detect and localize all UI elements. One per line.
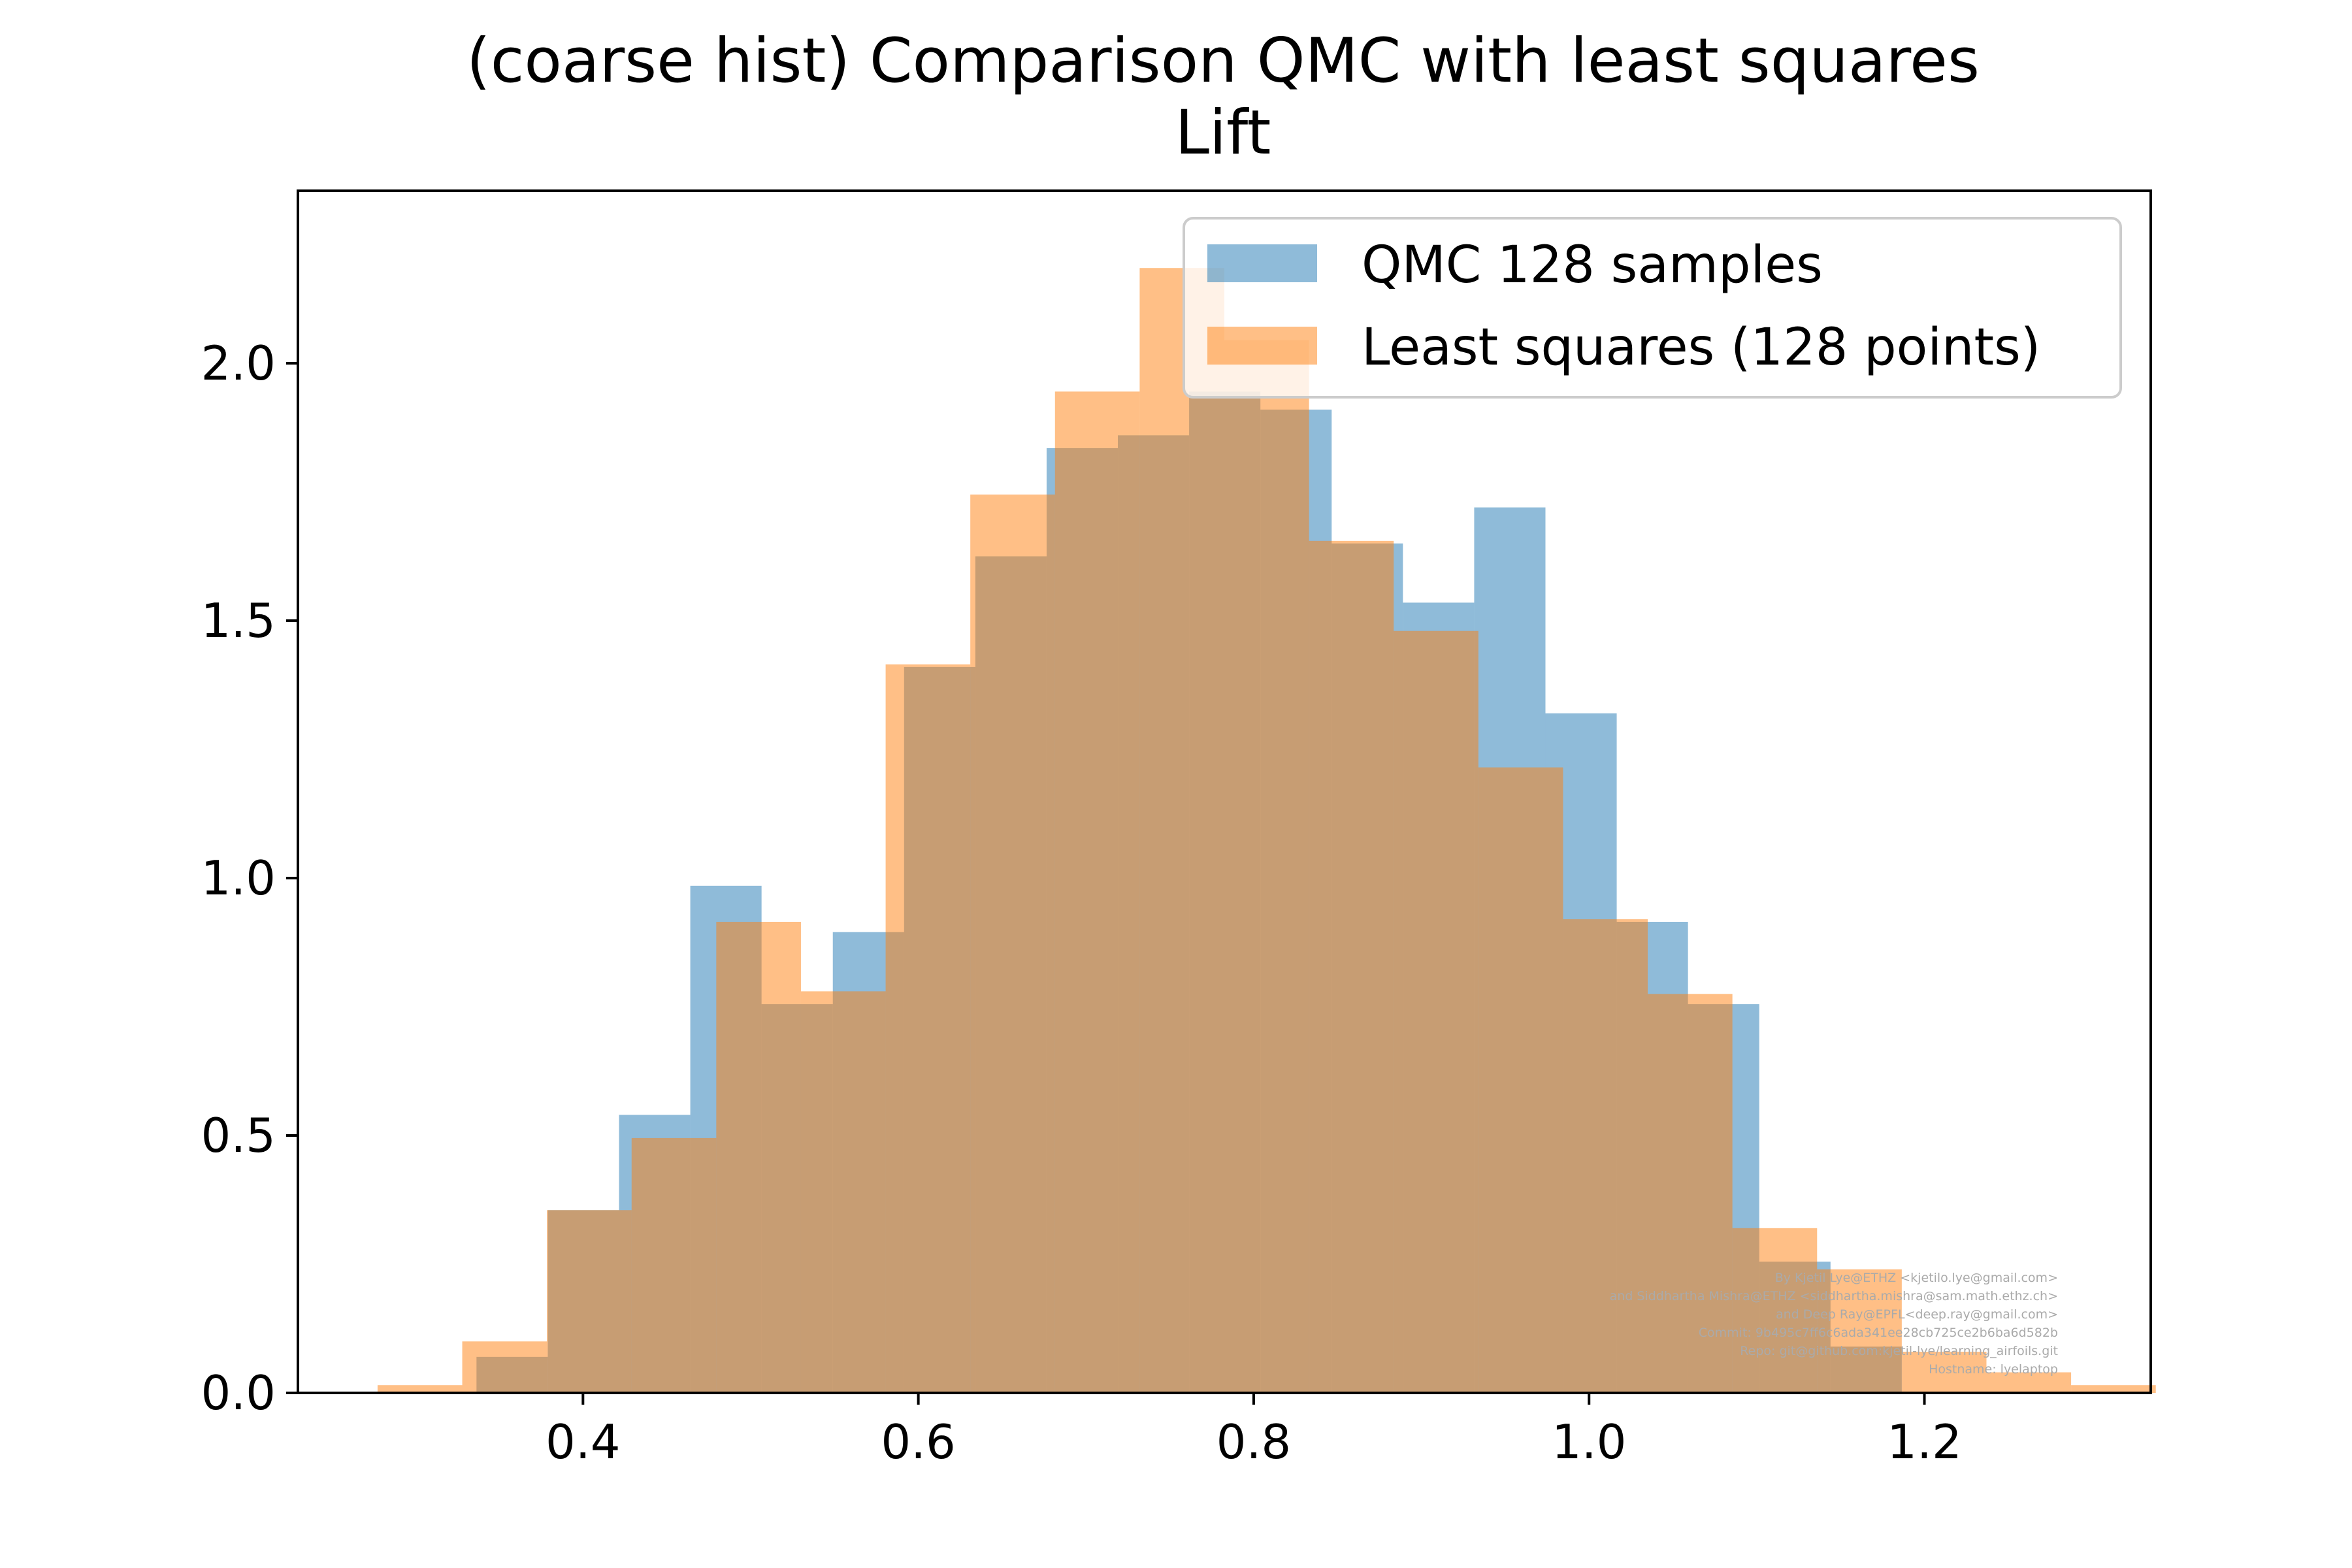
least-squares-bar [800, 991, 886, 1393]
legend-box [1183, 217, 2122, 399]
chart-subtitle: Lift [1175, 97, 1271, 169]
least-squares-bar [1732, 1228, 1818, 1393]
least-squares-bar [1478, 767, 1563, 1393]
x-tick-label: 1.0 [1552, 1414, 1627, 1469]
y-tick-label: 2.0 [201, 336, 276, 391]
legend-label-qmc: QMC 128 samples [1362, 236, 1823, 295]
least-squares-bar [377, 1385, 463, 1393]
x-tick-label: 0.6 [881, 1414, 956, 1469]
least-squares-bar [1817, 1269, 1902, 1393]
least-squares-bar [547, 1210, 632, 1393]
x-axis: 0.4 0.6 0.8 1.0 1.2 [546, 1393, 1962, 1469]
legend-swatch-qmc [1207, 244, 1317, 282]
x-tick-label: 0.4 [546, 1414, 621, 1469]
least-squares-bar [716, 921, 801, 1393]
watermark-line: Commit: 9b495c7ff6c6ada341ee28cb725ce2b6… [1699, 1326, 2058, 1340]
legend-label-least-squares: Least squares (128 points) [1362, 318, 2040, 377]
least-squares-bar [2071, 1385, 2156, 1393]
least-squares-bar [885, 664, 971, 1393]
watermark: By Kjetil Lye@ETHZ <kjetilo.lye@gmail.co… [1610, 1271, 2058, 1377]
y-tick-label: 1.5 [201, 593, 276, 648]
legend-swatch-least-squares [1207, 327, 1317, 365]
least-squares-bar [1901, 1351, 1987, 1393]
chart-title: (coarse hist) Comparison QMC with least … [466, 25, 1980, 97]
x-tick-label: 0.8 [1217, 1414, 1292, 1469]
y-tick-label: 0.5 [201, 1108, 276, 1163]
y-tick-label: 0.0 [201, 1365, 276, 1420]
y-axis: 0.0 0.5 1.0 1.5 2.0 [201, 336, 298, 1420]
legend: QMC 128 samples Least squares (128 point… [1183, 217, 2122, 399]
least-squares-bar [1309, 540, 1394, 1393]
least-squares-bar [970, 494, 1055, 1393]
watermark-line: By Kjetil Lye@ETHZ <kjetilo.lye@gmail.co… [1775, 1271, 2058, 1285]
least-squares-bar [1139, 268, 1224, 1393]
least-squares-bar [1054, 391, 1140, 1393]
x-tick-label: 1.2 [1887, 1414, 1962, 1469]
least-squares-bar [1224, 340, 1309, 1393]
least-squares-bar [1986, 1372, 2072, 1393]
least-squares-bar [462, 1341, 547, 1393]
least-squares-bar [1563, 919, 1648, 1393]
least-squares-bar [1394, 630, 1478, 1393]
watermark-line: and Siddhartha Mishra@ETHZ <siddhartha.m… [1610, 1289, 2058, 1303]
least-squares-bar [1648, 994, 1733, 1393]
y-tick-label: 1.0 [201, 851, 276, 906]
series-least-squares-bars [377, 268, 2156, 1393]
watermark-line: Hostname: lyelaptop [1929, 1362, 2058, 1377]
watermark-line: Repo: git@github.com:kjetil-lye/learning… [1740, 1344, 2058, 1358]
least-squares-bar [631, 1137, 717, 1393]
watermark-line: and Deep Ray@EPFL<deep.ray@gmail.com> [1776, 1307, 2058, 1322]
plot-frame [297, 189, 2152, 1394]
